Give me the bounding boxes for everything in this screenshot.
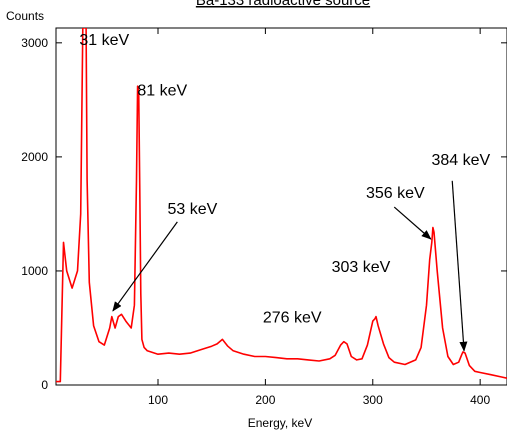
y-axis-label: Counts <box>6 9 44 23</box>
x-tick-label: 100 <box>148 393 168 407</box>
annotation-arrow <box>451 180 468 352</box>
chart-title: Ba-133 radioactive source <box>196 0 370 9</box>
x-tick-label: 400 <box>470 393 490 407</box>
peak-label: 303 keV <box>332 259 391 276</box>
peak-label: 384 keV <box>431 152 490 169</box>
peak-label: 53 keV <box>167 201 217 218</box>
x-tick-label: 200 <box>255 393 275 407</box>
peak-label: 276 keV <box>263 309 322 326</box>
peak-label: 81 keV <box>137 82 187 99</box>
y-tick-label: 0 <box>41 378 48 392</box>
annotation-group: 31 keV 81 keV 53 keV 276 keV 303 keV 356 keV 3… <box>79 32 491 352</box>
peak-label: 356 keV <box>366 185 425 202</box>
axis-ticks: 100 200 300 400 0 1000 2000 3000 <box>21 28 507 407</box>
series-group <box>56 28 507 383</box>
peak-label: 31 keV <box>79 32 129 49</box>
annotation-arrow <box>393 206 432 240</box>
y-tick-label: 2000 <box>21 150 48 164</box>
x-axis-label: Energy, keV <box>248 416 312 430</box>
plot-frame <box>55 27 507 386</box>
x-tick-label: 300 <box>363 393 383 407</box>
series-line <box>56 28 507 383</box>
y-tick-label: 1000 <box>21 264 48 278</box>
y-tick-label: 3000 <box>21 36 48 50</box>
annotation-arrow <box>112 221 178 312</box>
